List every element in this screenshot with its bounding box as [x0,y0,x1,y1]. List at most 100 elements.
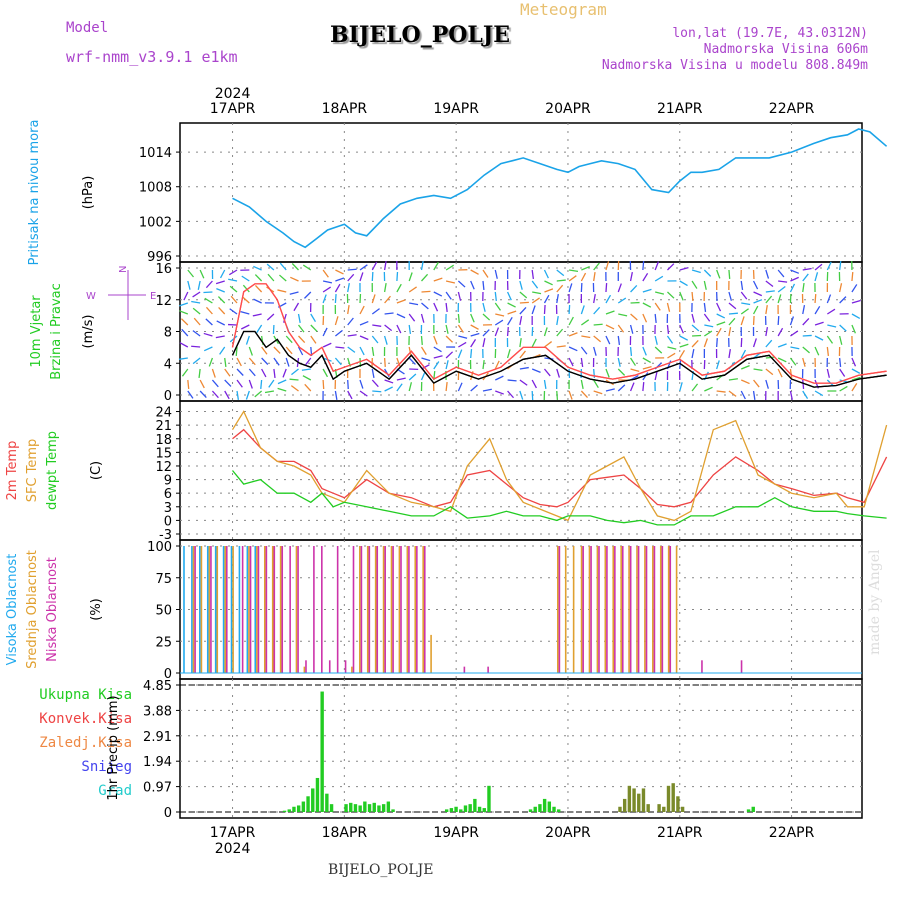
wind-arrow [482,388,492,392]
wind-arrow [667,263,675,271]
precip-legend-item: Zaledj.Kisa [39,735,132,751]
wind-arrow [826,308,836,315]
temperature-tick-label: 15 [155,446,172,461]
wind-arrow [753,368,763,372]
wind-arrow [580,357,584,368]
wind-arrow [279,262,287,271]
wind_speed-line [231,330,887,388]
wind-arrow [230,295,238,304]
wind-arrow [421,357,431,362]
wind-arrow [347,268,357,271]
wind-arrow [666,302,671,312]
wind-arrow [384,324,393,332]
wind-arrow [229,308,238,315]
wind-arrow [384,379,394,384]
wind-arrow [494,360,500,370]
precip-bar [542,798,547,812]
precip-bar [329,804,334,812]
dewpt-line [231,470,887,526]
wind-arrow [519,350,526,359]
wind-arrow [304,357,312,366]
wind-arrow [261,368,267,378]
precip-legend-item: Snijeg [81,759,132,775]
wind-arrow [765,269,770,279]
wind-arrow [617,283,622,293]
pressure-tick-label: 1002 [139,215,172,230]
wind-arrow [814,321,824,326]
wind-arrow [310,324,318,332]
wind-arrow [267,273,275,282]
wind-arrow [617,368,626,376]
wind-arrow [752,280,759,290]
wind-arrow [433,346,442,353]
wind-arrow [580,272,587,282]
wind-arrow [642,260,645,271]
wind-arrow [654,335,658,345]
wind-arrow [347,317,354,326]
wind-arrow [605,324,615,330]
wind-arrow [826,261,832,271]
wind-arrow [335,329,343,337]
wind-arrow [248,357,256,366]
wind-arrow [495,390,504,395]
wind-arrow [519,366,529,370]
clouds-ylabel-line: Niska Oblacnost [45,557,60,662]
wind-arrow [507,302,516,308]
wind-arrow [217,296,226,304]
wind-arrow [838,260,842,271]
wind-ylabel-line: (m/s) [81,315,96,349]
wind-arrow [396,299,406,304]
wind-arrow [531,269,535,280]
wind-arrow [240,311,250,315]
precip-tick-label: 0.97 [143,781,172,796]
clouds-ylabel-line: Visoka Oblacnost [5,554,20,666]
wind-arrow [420,346,427,355]
wind-arrow [482,280,485,291]
wind-arrow [421,273,429,282]
precip-bar [487,785,491,812]
wind-arrow [568,269,579,272]
wind-arrow [556,284,564,293]
wind-arrow [236,357,242,367]
wind-arrow [215,280,225,285]
wind-arrow [593,306,601,315]
wind-arrow [691,324,700,332]
wind-tick-label: 4 [164,357,172,372]
x-top-label: 18APR [322,101,368,117]
pressure-ylabel-line: (hPa) [81,176,96,210]
precip-bar [627,785,632,812]
wind-arrow [556,368,561,378]
product-title: Meteogram [520,0,607,19]
wind-arrow [334,357,342,366]
wind-arrow [494,319,504,326]
wind-arrow [285,335,293,344]
wind-arrow [617,297,627,304]
wind-arrow [359,264,368,271]
clouds-ylabel: Visoka Oblacnost Srednja Oblacnost Niska O… [5,550,104,669]
wind-arrow [211,368,216,378]
model-label: Model [66,20,109,36]
model-altitude-text: Nadmorska Visina u modelu 808.849m [601,58,868,73]
wind-arrow [630,285,638,293]
wind-arrow [728,349,731,359]
precip-bar [671,783,675,812]
wind-arrow [347,283,350,293]
wind-arrow [593,379,599,389]
wind-arrow [241,275,250,282]
wind-arrow [470,324,479,330]
wind-arrow [277,379,287,385]
wind-arrow [494,327,500,337]
wind-arrow [544,288,554,293]
wind-arrow [228,278,238,282]
precip-bar [538,804,542,812]
wind-arrow [420,335,423,346]
wind-tick-label: 0 [164,389,172,404]
wind-arrow [544,280,553,286]
wind-arrow [224,368,231,377]
wind-arrow [531,338,537,348]
wind-arrow [814,346,820,356]
wind-arrow [396,357,401,367]
wind-arrow [519,306,527,315]
precip-bar [632,788,636,812]
precip-legend-item: Konvek.Kisa [39,711,132,727]
